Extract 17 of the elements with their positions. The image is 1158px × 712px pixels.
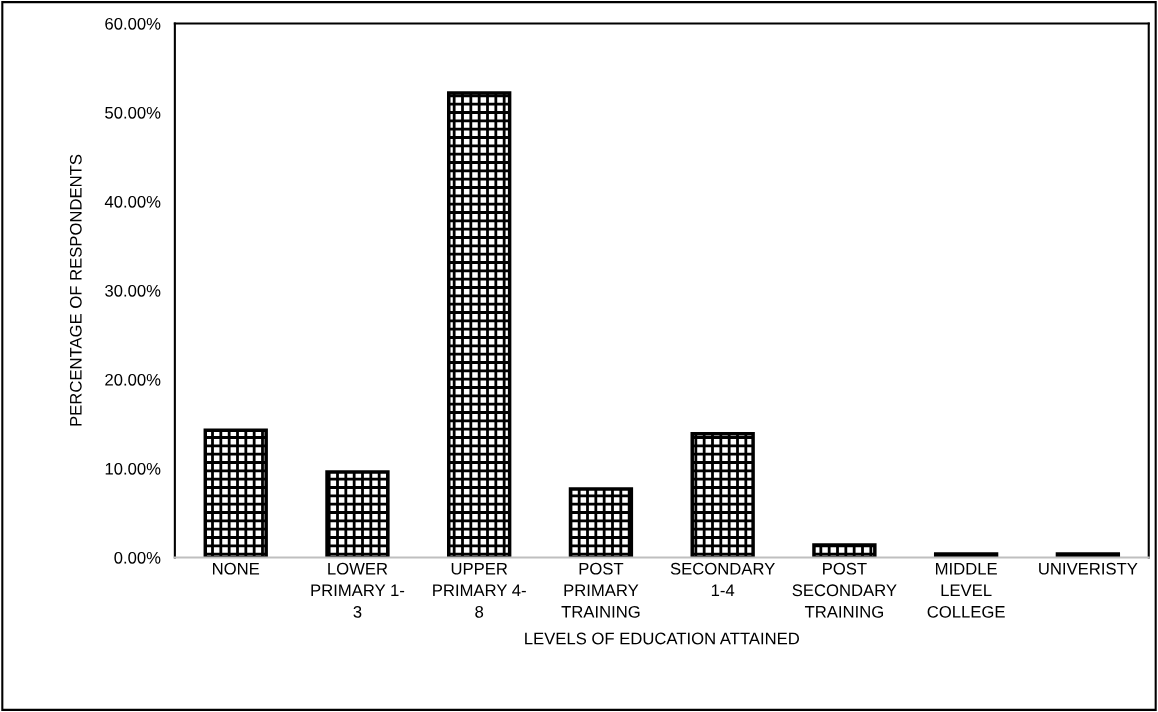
x-tick-label: NONE [213,562,260,575]
y-tick-label: 30.00% [105,284,161,297]
y-tick-label: 40.00% [104,195,161,208]
x-tick-label: LOWER PRIMARY 1- 3 [311,562,405,618]
x-tick-label: UPPER PRIMARY 4- 8 [433,562,526,618]
x-tick-label: POST SECONDARY TRAINING [792,562,897,618]
y-tick-label: 10.00% [105,462,161,475]
y-axis-title: PERCENTAGE OF RESPONDENTS [69,154,82,426]
x-tick-label: UNIVERISTY [1039,562,1138,575]
x-tick-label: POST PRIMARY TRAINING [561,562,640,618]
x-tick-label: MIDDLE LEVEL COLLEGE [927,562,1005,618]
x-axis-title: LEVELS OF EDUCATION ATTAINED [525,632,799,645]
y-tick-label: 60.00% [105,17,161,30]
y-tick-label: 50.00% [105,106,161,119]
x-tick-label: SECONDARY 1-4 [670,562,775,597]
y-tick-label: 20.00% [105,373,161,386]
y-tick-label: 0.00% [114,551,161,564]
